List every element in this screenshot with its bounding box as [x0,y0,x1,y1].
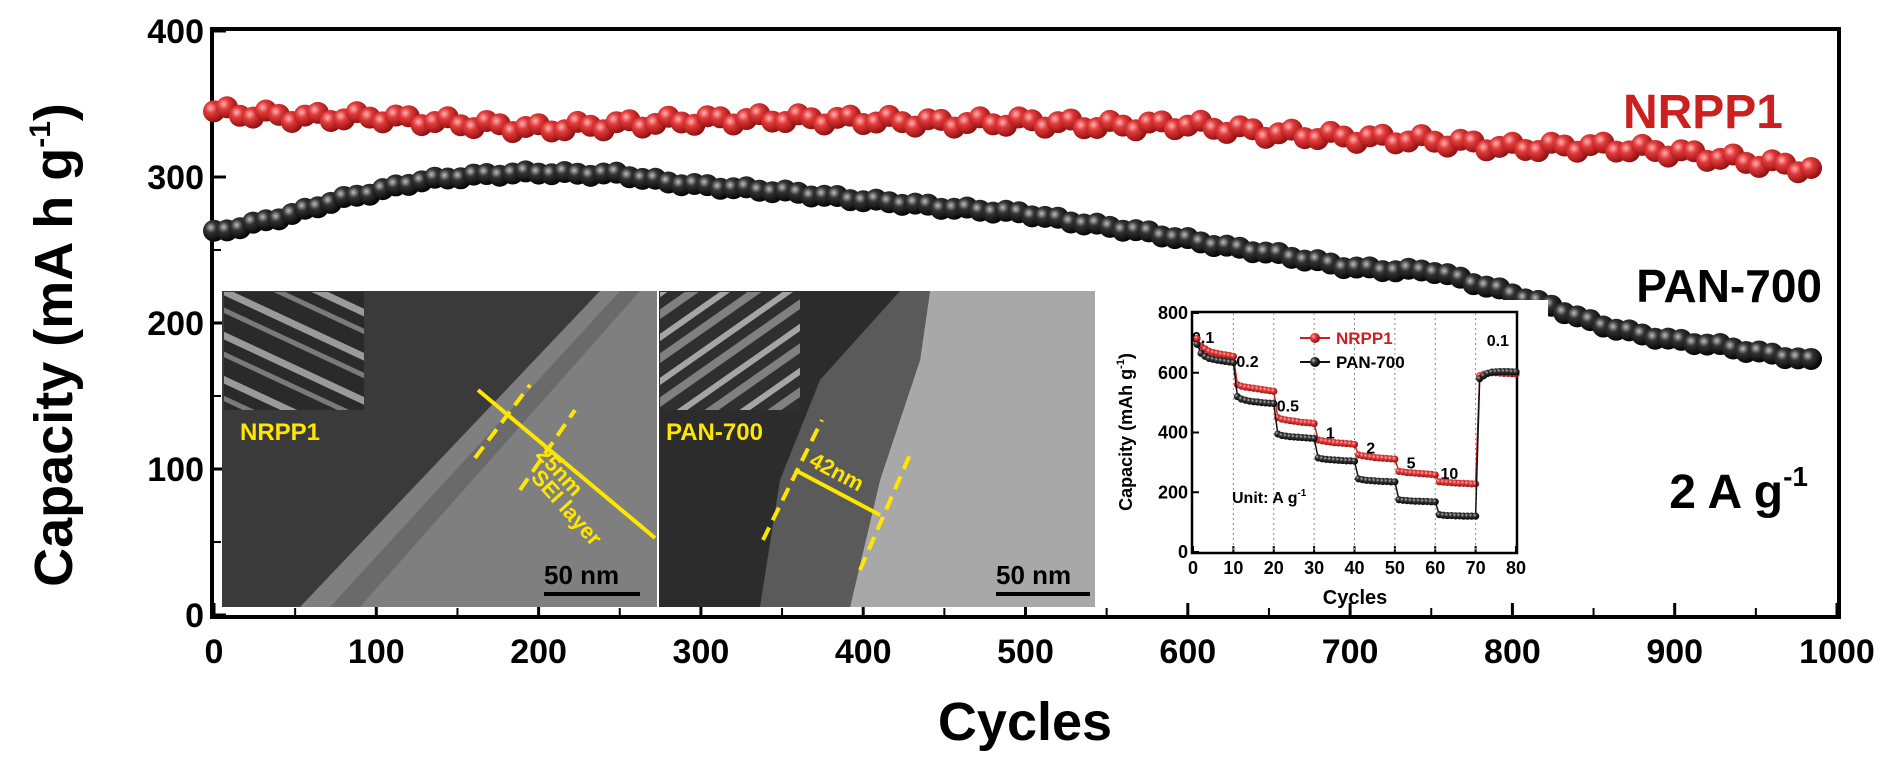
main-x-tick-label: 500 [997,633,1054,671]
thickness-arrow-pan700 [794,468,881,517]
rate-label: 5 [1407,455,1416,472]
legend-label-pan700: PAN-700 [1636,260,1822,312]
rate-label: 0.1 [1487,333,1509,350]
main-y-tick-label: 100 [147,451,204,489]
main-x-tick-label: 800 [1484,633,1541,671]
main-x-tick-label: 700 [1322,633,1379,671]
main-x-tick-label: 600 [1159,633,1216,671]
inset-data-point [1310,434,1318,443]
rate-label: 0.5 [1277,399,1299,416]
inset-legend-marker-pan700 [1310,357,1320,367]
inset-data-point [1472,512,1480,520]
inset-y-axis-label: Capacity (mAh g-1) [1115,353,1136,511]
inset-background [1108,300,1548,590]
rate-label: 2 [1366,440,1375,457]
rate-label: 10 [1440,466,1458,483]
rate-label: 0.2 [1236,354,1258,371]
inset-legend-label-pan700: PAN-700 [1336,353,1405,372]
main-y-tick-label: 300 [147,159,204,197]
inset-x-tick-label: 10 [1223,558,1243,578]
inset-y-tick-label: 400 [1158,423,1188,443]
inset-y-tick-label: 800 [1158,303,1188,323]
inset-legend: NRPP1 PAN-700 [1300,329,1405,372]
inset-data-point [1431,498,1439,506]
condition-label: 2 A g-1 [1669,461,1808,519]
inset-x-tick-label: 80 [1506,558,1526,578]
main-x-tick-label: 400 [835,633,892,671]
inset-data-point [1472,480,1480,488]
inset-data-point [1310,419,1318,428]
inset-data-point [1431,471,1439,479]
inset-x-tick-label: 70 [1466,558,1486,578]
data-point [1800,156,1823,179]
inset-legend-marker-nrpp1 [1310,333,1320,343]
sem-inset-nrpp1 [224,292,364,410]
scale-bar-label-pan700: 50 nm [996,560,1071,590]
inset-x-axis-label: Cycles [1323,587,1388,609]
inset-data-point [1512,368,1520,376]
main-y-tick-label: 400 [147,13,204,51]
main-x-tick-label: 0 [205,633,224,671]
main-y-axis-label: Capacity (mA h g-1) [24,103,84,587]
main-x-tick-label: 100 [348,633,405,671]
inset-data-point [1350,440,1359,449]
inset-data-point [1270,387,1278,395]
main-series [203,96,1823,370]
inset-y-tick-label: 0 [1178,542,1188,562]
inset-data-point [1193,334,1201,342]
series-nrpp1 [203,96,1823,184]
inset-data-point [1391,478,1399,486]
inset-y-tick-label: 200 [1158,482,1188,502]
sem-inset-pan700 [660,292,800,410]
micrograph-label-pan700: PAN-700 [666,419,763,446]
main-x-tick-label: 200 [510,633,567,671]
main-y-tick-label: 0 [185,597,204,635]
main-plot-frame [210,27,1841,619]
inset-series-nrpp1 [1193,334,1520,488]
inset-series-pan-700 [1193,340,1520,520]
inset-y-tick-label: 600 [1158,363,1188,383]
main-x-tick-label: 900 [1646,633,1703,671]
main-y-tick-label: 200 [147,305,204,343]
inset-data-point [1193,340,1201,348]
inset-x-tick-label: 20 [1264,558,1284,578]
scale-bar-label-nrpp1: 50 nm [544,560,619,590]
micrograph-label-nrpp1: NRPP1 [240,419,320,446]
rate-label: 1 [1326,425,1335,442]
inset-legend-label-nrpp1: NRPP1 [1336,329,1393,348]
inset-data-point [1391,455,1399,463]
legend-label-nrpp1: NRPP1 [1623,86,1783,139]
inset-unit-label: Unit: A g-1 [1232,488,1307,507]
inset-x-tick-label: 30 [1304,558,1324,578]
inset-x-tick-label: 40 [1344,558,1364,578]
main-x-tick-label: 300 [673,633,730,671]
tem-image-pan700: PAN-700 42nm 50 nm [659,291,1095,607]
main-x-axis-label: Cycles [938,692,1112,752]
inset-series [1193,334,1520,520]
inset-data-point [1350,457,1359,465]
tem-image-nrpp1: NRPP1 25nm SEI layer 50 nm [222,291,657,607]
inset-plot-frame [1190,310,1519,555]
inset-x-tick-label: 0 [1188,558,1198,578]
inset-x-tick-label: 50 [1385,558,1405,578]
inset-x-tick-label: 60 [1425,558,1445,578]
series-pan-700 [203,160,1823,370]
inset-data-point [1270,399,1278,408]
inset-data-point [1229,358,1237,367]
main-x-tick-label: 1000 [1799,633,1875,671]
data-point [1800,347,1823,370]
inset-data-point [1229,352,1237,360]
main-ticks: 0 100 200 300 400 500 600 700 800 900 100001002003… [147,13,1875,671]
